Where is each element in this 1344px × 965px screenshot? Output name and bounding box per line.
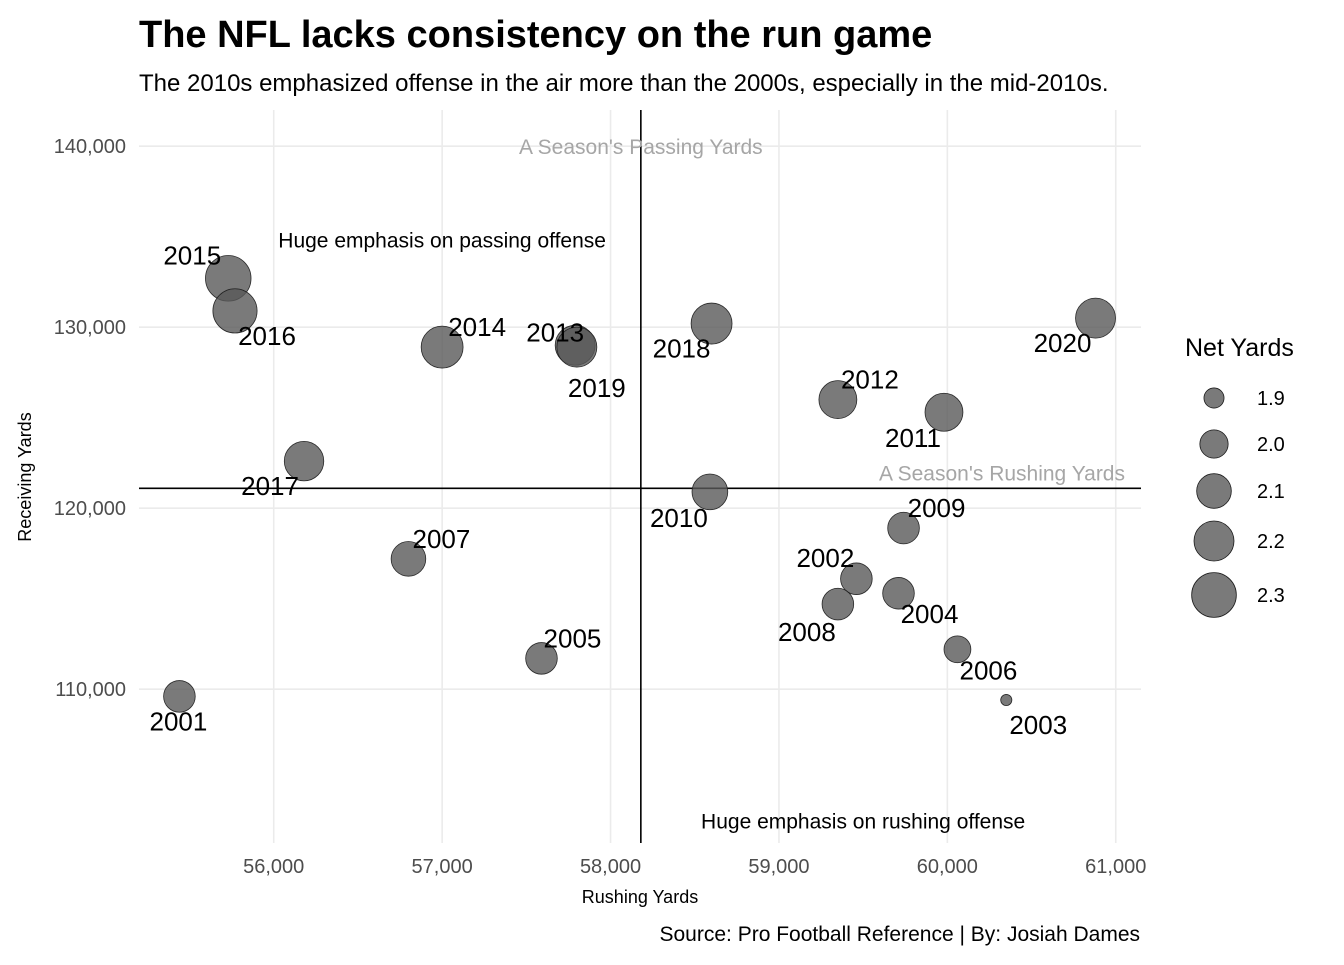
legend-key <box>1193 520 1235 562</box>
legend-label: 1.9 <box>1257 388 1285 410</box>
point-labels: 2001 2002 2003 2004 2005 2006 2007 2008 2009 2010… <box>149 240 1091 740</box>
point-label: 2010 <box>650 503 708 533</box>
point-label: 2012 <box>841 365 899 395</box>
data-point <box>556 326 598 368</box>
x-tick-label: 59,000 <box>748 856 809 878</box>
data-point <box>821 587 855 621</box>
x-tick-label: 61,000 <box>1085 856 1146 878</box>
data-point <box>690 302 733 345</box>
point-label: 2004 <box>901 599 959 629</box>
point-label: 2019 <box>568 373 626 403</box>
point-label: 2011 <box>885 423 941 453</box>
data-points <box>163 255 1116 713</box>
data-point <box>390 541 427 577</box>
annotations: Huge emphasis on passing offense Huge emp… <box>278 229 1025 833</box>
chart-caption: Source: Pro Football Reference | By: Jos… <box>659 923 1140 946</box>
passing-reference-label: A Season's Passing Yards <box>519 136 763 159</box>
reference-lines: A Season's Passing Yards A Season's Rushi… <box>139 110 1141 843</box>
annotation-text: Huge emphasis on rushing offense <box>701 810 1025 833</box>
legend-title: Net Yards <box>1185 334 1294 362</box>
legend-label: 2.0 <box>1257 434 1285 456</box>
legend-label: 2.3 <box>1257 585 1285 607</box>
data-point <box>1000 694 1013 706</box>
legend-label: 2.2 <box>1257 531 1285 553</box>
data-point <box>882 577 915 610</box>
x-tick-label: 58,000 <box>580 856 641 878</box>
legend-label: 2.1 <box>1257 481 1285 503</box>
data-point <box>924 392 964 432</box>
chart-subtitle: The 2010s emphasized offense in the air … <box>139 70 1108 97</box>
rushing-reference-label: A Season's Rushing Yards <box>879 462 1125 485</box>
y-tick-label: 120,000 <box>54 498 126 520</box>
point-label: 2009 <box>908 493 966 523</box>
point-label: 2013 <box>526 317 584 347</box>
y-tick-label: 110,000 <box>55 679 126 701</box>
data-point <box>420 325 464 369</box>
data-point <box>1075 297 1116 339</box>
data-point <box>163 680 196 713</box>
point-label: 2008 <box>778 617 836 647</box>
data-point <box>887 511 920 545</box>
grid-layer <box>139 110 1141 843</box>
x-tick-label: 57,000 <box>412 856 473 878</box>
y-tick-label: 140,000 <box>54 136 126 158</box>
point-label: 2017 <box>241 471 299 501</box>
legend-key <box>1196 473 1232 509</box>
point-label: 2006 <box>960 655 1018 685</box>
point-label: 2014 <box>448 312 506 342</box>
point-label: 2005 <box>544 623 602 653</box>
point-label: 2018 <box>653 334 711 364</box>
point-label: 2020 <box>1034 328 1092 358</box>
point-label: 2001 <box>149 706 207 736</box>
axes: 56,000 57,000 58,000 59,000 60,000 61,000 110,… <box>54 136 1147 878</box>
legend-key <box>1203 387 1225 409</box>
data-point <box>525 642 558 675</box>
data-point <box>691 473 729 511</box>
size-legend: 1.9 2.0 2.1 2.2 2.3 <box>1191 387 1285 618</box>
data-point <box>283 440 325 482</box>
x-tick-label: 60,000 <box>917 856 978 878</box>
point-label: 2002 <box>796 543 854 573</box>
data-point <box>840 562 873 595</box>
point-label: 2003 <box>1009 710 1067 740</box>
point-label: 2016 <box>238 321 296 351</box>
x-axis-title: Rushing Yards <box>582 887 698 907</box>
legend-key <box>1191 572 1237 618</box>
annotation-text: Huge emphasis on passing offense <box>278 229 606 252</box>
legend-key <box>1199 429 1229 459</box>
point-label: 2007 <box>413 524 471 554</box>
data-point <box>818 380 858 419</box>
x-tick-label: 56,000 <box>243 856 304 878</box>
chart-title: The NFL lacks consistency on the run gam… <box>139 14 932 56</box>
data-point <box>212 288 258 334</box>
y-tick-label: 130,000 <box>54 317 126 339</box>
data-point <box>943 635 972 664</box>
point-label: 2015 <box>163 240 221 270</box>
y-axis-title: Receiving Yards <box>15 412 35 541</box>
